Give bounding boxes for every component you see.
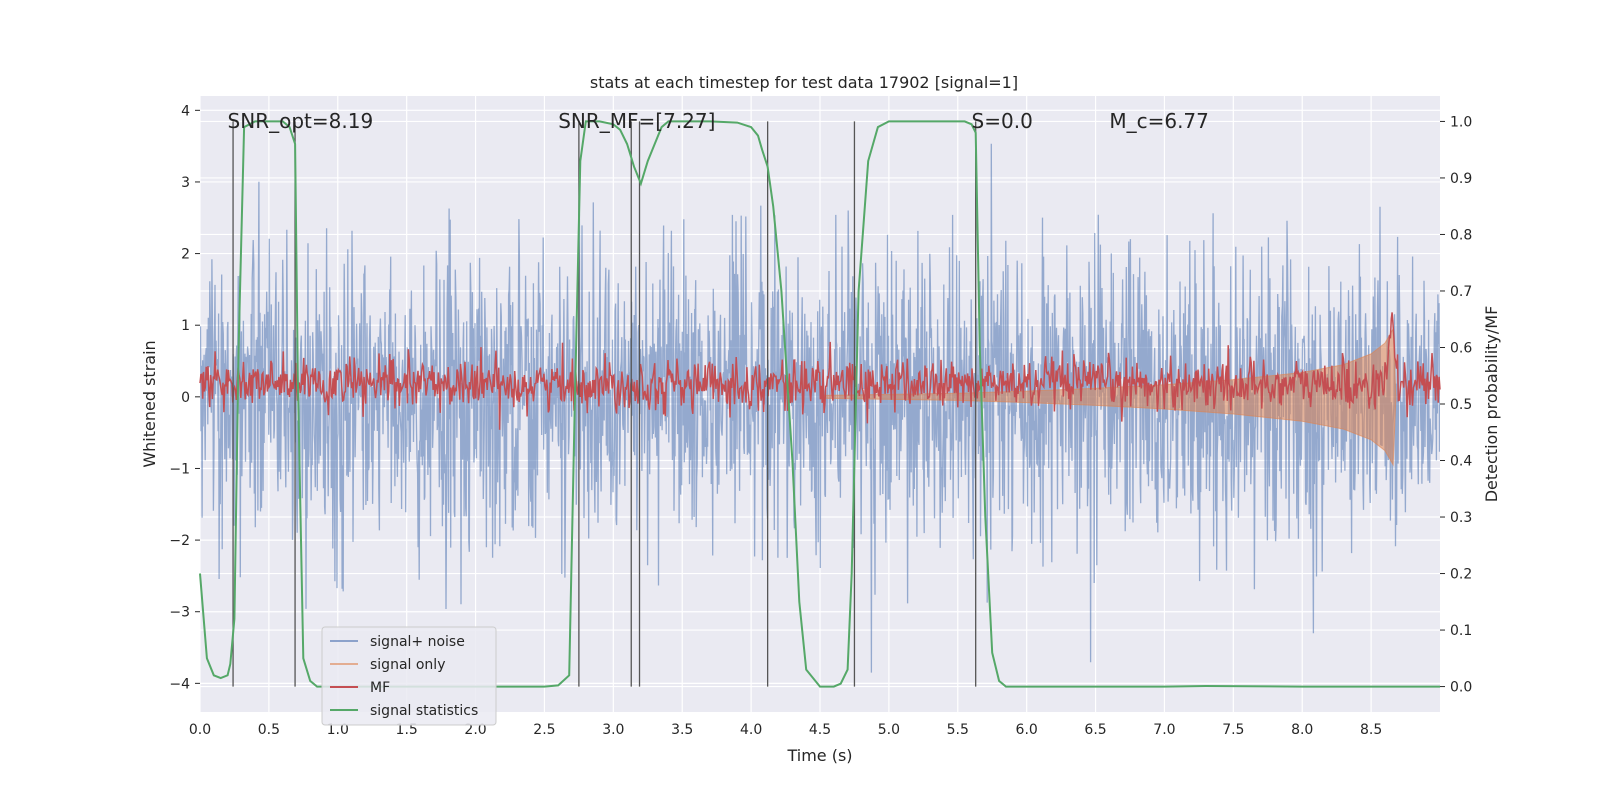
x-tick-label: 2.5 — [533, 722, 555, 738]
x-axis: 0.0 0.5 1.0 1.5 2.0 2.5 3.0 3.5 4.0 4.5 5.0 5.5 6.0 6… — [189, 722, 1382, 738]
y-axis-title: Whitened strain — [140, 340, 159, 467]
x-tick-label: 8.0 — [1291, 722, 1313, 738]
y-axis-left: −4 −3 −2 −1 0 1 2 3 4 — [169, 103, 200, 692]
x-axis-title: Time (s) — [786, 746, 852, 765]
legend-label: MF — [370, 680, 390, 696]
y-right-tick-label: 0.2 — [1450, 567, 1472, 583]
y-tick-label: 1 — [181, 318, 190, 334]
x-tick-label: 7.0 — [1153, 722, 1175, 738]
vertical-markers — [232, 121, 977, 687]
signal-noise-series — [200, 143, 1440, 673]
x-tick-label: 7.5 — [1222, 722, 1244, 738]
y-tick-label: −4 — [169, 676, 190, 692]
x-tick-label: 6.5 — [1084, 722, 1106, 738]
legend-box — [321, 626, 497, 726]
x-tick-label: 8.5 — [1360, 722, 1382, 738]
y-right-tick-label: 0.0 — [1450, 680, 1472, 696]
y-right-tick-label: 0.8 — [1450, 227, 1472, 243]
y-right-tick-label: 0.3 — [1450, 510, 1472, 526]
signal-noise-line — [200, 143, 1440, 673]
x-tick-label: 4.0 — [740, 722, 762, 738]
mf-series — [199, 312, 1441, 430]
annotation-text: SNR_MF=[7.27] — [558, 109, 715, 133]
mf-line — [199, 312, 1441, 430]
y-right-tick-label: 0.1 — [1450, 623, 1472, 639]
y-tick-label: −2 — [169, 533, 190, 549]
y-tick-label: −1 — [169, 461, 190, 477]
y-right-tick-label: 0.5 — [1450, 397, 1472, 413]
y-right-tick-label: 1.0 — [1450, 114, 1472, 130]
y-tick-label: 3 — [181, 175, 190, 191]
annotations: SNR_opt=8.19 SNR_MF=[7.27] S=0.0 M_c=6.77 — [228, 109, 1209, 133]
legend: signal+ noise signal only MF signal statist… — [321, 626, 497, 726]
x-tick-label: 4.5 — [809, 722, 831, 738]
x-tick-label: 1.5 — [396, 722, 418, 738]
y-right-tick-label: 0.4 — [1450, 454, 1472, 470]
y-axis-right: 0.0 0.1 0.2 0.3 0.4 0.5 0.6 0.7 0.8 0.9 1.0 — [1440, 114, 1472, 696]
y-tick-label: 4 — [181, 103, 190, 119]
annotation-text: S=0.0 — [972, 109, 1033, 133]
legend-label: signal+ noise — [370, 634, 465, 650]
signal-statistics-series — [199, 120, 1440, 688]
chart-title: stats at each timestep for test data 179… — [590, 73, 1018, 92]
y-axis-right-title: Detection probability/MF — [1482, 306, 1501, 503]
x-tick-label: 5.5 — [947, 722, 969, 738]
x-tick-label: 1.0 — [327, 722, 349, 738]
annotation-text: SNR_opt=8.19 — [228, 109, 374, 133]
x-tick-label: 6.0 — [1016, 722, 1038, 738]
x-tick-label: 5.0 — [878, 722, 900, 738]
y-right-tick-label: 0.6 — [1450, 340, 1472, 356]
x-tick-label: 0.0 — [189, 722, 211, 738]
x-tick-label: 0.5 — [258, 722, 280, 738]
signal-only-series — [819, 327, 1397, 467]
x-tick-label: 3.5 — [671, 722, 693, 738]
signal-statistics-line — [199, 120, 1440, 688]
y-tick-label: 0 — [181, 390, 190, 406]
x-tick-label: 3.0 — [602, 722, 624, 738]
legend-label: signal only — [370, 657, 445, 673]
x-tick-label: 2.0 — [464, 722, 486, 738]
y-tick-label: −3 — [169, 605, 190, 621]
y-tick-label: 2 — [181, 247, 190, 263]
annotation-text: M_c=6.77 — [1109, 109, 1209, 133]
signal-only-envelope — [819, 327, 1397, 467]
y-right-tick-label: 0.9 — [1450, 171, 1472, 187]
y-right-tick-label: 0.7 — [1450, 284, 1472, 300]
legend-label: signal statistics — [370, 703, 478, 719]
